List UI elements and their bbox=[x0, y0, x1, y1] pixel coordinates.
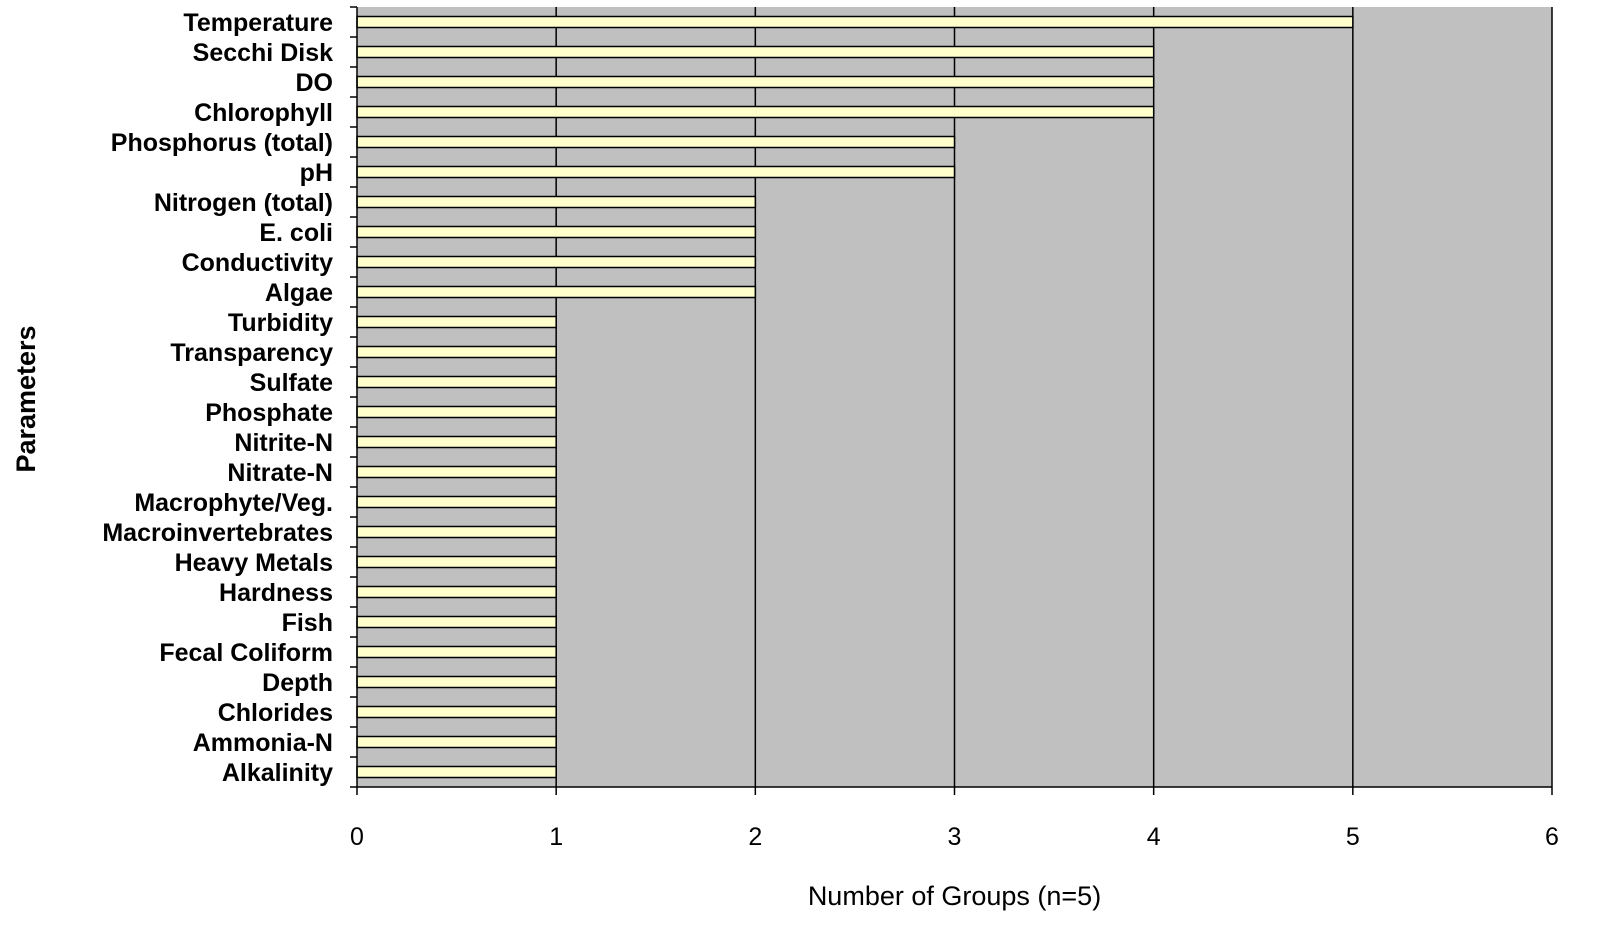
x-tick-label: 4 bbox=[1147, 823, 1161, 851]
category-label: Temperature bbox=[183, 9, 333, 37]
category-label: Hardness bbox=[219, 579, 333, 607]
category-label: Nitrite-N bbox=[234, 429, 333, 457]
bar-algae bbox=[356, 285, 757, 299]
category-label: Transparency bbox=[170, 339, 333, 367]
category-label: Depth bbox=[262, 669, 333, 697]
category-label: E. coli bbox=[259, 219, 333, 247]
x-tick-label: 1 bbox=[549, 823, 563, 851]
category-label: Chlorophyll bbox=[194, 99, 333, 127]
bar-ammonia-n bbox=[356, 735, 557, 749]
category-label: Phosphate bbox=[205, 399, 333, 427]
bar-macrophyte-veg bbox=[356, 495, 557, 509]
category-label: Fish bbox=[282, 609, 333, 637]
bar-fecal-coliform bbox=[356, 645, 557, 659]
bar-temperature bbox=[356, 15, 1354, 29]
bar-hardness bbox=[356, 585, 557, 599]
category-label: Turbidity bbox=[228, 309, 333, 337]
bar-depth bbox=[356, 675, 557, 689]
bar-turbidity bbox=[356, 315, 557, 329]
category-label: Heavy Metals bbox=[175, 549, 333, 577]
bar-conductivity bbox=[356, 255, 757, 269]
bar-ph bbox=[356, 165, 956, 179]
bar-transparency bbox=[356, 345, 557, 359]
category-label: Sulfate bbox=[250, 369, 333, 397]
category-label: Conductivity bbox=[182, 249, 333, 277]
category-label: Macrophyte/Veg. bbox=[134, 489, 333, 517]
category-label: Alkalinity bbox=[222, 759, 333, 787]
x-tick-label: 3 bbox=[948, 823, 962, 851]
category-label: Chlorides bbox=[218, 699, 333, 727]
x-axis-title: Number of Groups (n=5) bbox=[808, 881, 1101, 911]
bar-fish bbox=[356, 615, 557, 629]
x-tick-labels: 0 1 2 3 4 5 6 bbox=[350, 823, 1559, 851]
bar-phosphate bbox=[356, 405, 557, 419]
category-label: Fecal Coliform bbox=[159, 639, 333, 667]
category-label: Algae bbox=[265, 279, 333, 307]
category-label: Phosphorus (total) bbox=[111, 129, 333, 157]
x-tick-label: 2 bbox=[748, 823, 762, 851]
category-label: pH bbox=[300, 159, 333, 187]
bar-heavy-metals bbox=[356, 555, 557, 569]
bar-macroinvertebrates bbox=[356, 525, 557, 539]
bar-nitrogen-total bbox=[356, 195, 757, 209]
bar-sulfate bbox=[356, 375, 557, 389]
category-label: Ammonia-N bbox=[193, 729, 333, 757]
bar-nitrite-n bbox=[356, 435, 557, 449]
bar-phosphorus-total bbox=[356, 135, 956, 149]
axes bbox=[350, 6, 1553, 795]
bar-alkalinity bbox=[356, 765, 557, 779]
bar-chlorides bbox=[356, 705, 557, 719]
bar-secchi-disk bbox=[356, 45, 1155, 59]
x-tick-label: 0 bbox=[350, 823, 364, 851]
y-axis-title: Parameters bbox=[11, 325, 41, 472]
bar-nitrate-n bbox=[356, 465, 557, 479]
bar-do bbox=[356, 75, 1155, 89]
category-label: Nitrate-N bbox=[227, 459, 333, 487]
category-label: DO bbox=[296, 69, 334, 97]
category-label: Macroinvertebrates bbox=[102, 519, 333, 547]
bar-e-coli bbox=[356, 225, 757, 239]
category-label: Secchi Disk bbox=[193, 39, 333, 67]
x-tick-label: 5 bbox=[1346, 823, 1360, 851]
x-tick-label: 6 bbox=[1545, 823, 1559, 851]
bar-chlorophyll bbox=[356, 105, 1155, 119]
category-label: Nitrogen (total) bbox=[154, 189, 333, 217]
